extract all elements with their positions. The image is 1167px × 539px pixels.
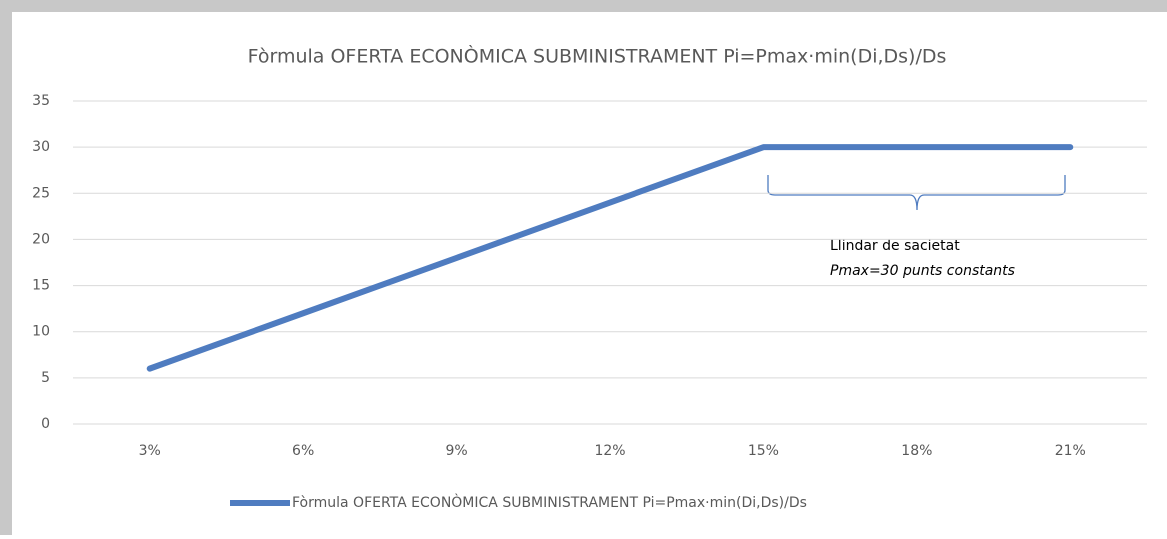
x-tick-label: 6% bbox=[292, 443, 314, 459]
x-tick-label: 3% bbox=[139, 443, 161, 459]
chart-panel bbox=[12, 12, 1167, 535]
y-tick-label: 0 bbox=[41, 416, 50, 432]
x-tick-label: 9% bbox=[445, 443, 467, 459]
x-tick-label: 18% bbox=[901, 443, 932, 459]
y-tick-label: 10 bbox=[32, 324, 50, 340]
chart-title: Fòrmula OFERTA ECONÒMICA SUBMINISTRAMENT… bbox=[248, 44, 947, 68]
annotation: Pmax=30 punts constants bbox=[830, 263, 1015, 279]
data-line bbox=[146, 144, 1074, 372]
legend-label: Fòrmula OFERTA ECONÒMICA SUBMINISTRAMENT… bbox=[292, 493, 807, 511]
y-tick-label: 15 bbox=[32, 278, 50, 294]
x-tick-label: 12% bbox=[594, 443, 625, 459]
y-tick-label: 35 bbox=[32, 93, 50, 109]
y-tick-label: 25 bbox=[32, 185, 50, 201]
y-tick-label: 30 bbox=[32, 139, 50, 155]
x-tick-label: 15% bbox=[748, 443, 779, 459]
x-tick-label: 21% bbox=[1055, 443, 1086, 459]
y-tick-label: 20 bbox=[32, 231, 50, 247]
brace bbox=[767, 175, 1066, 211]
y-tick-label: 5 bbox=[41, 370, 50, 386]
annotation: Llindar de sacietat bbox=[830, 238, 960, 254]
